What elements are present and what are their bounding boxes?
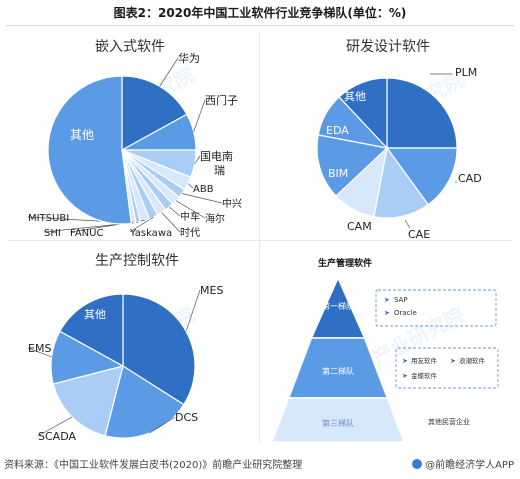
- pie-slice: [373, 146, 429, 219]
- pie-label: SHI: [44, 228, 61, 239]
- tier-box: [375, 289, 497, 327]
- pie-label: 时代: [180, 227, 200, 239]
- pie-label: EMS: [28, 342, 51, 355]
- pie-slice: [385, 147, 458, 206]
- pie-label: MES: [200, 284, 223, 297]
- leader-line: [27, 347, 52, 358]
- leader-line: [181, 193, 223, 204]
- pie-rd: PLM CAD CAE CAM BIM EDA 其他: [316, 66, 482, 241]
- bullet-arrow-icon: ➤: [402, 372, 408, 380]
- panel-divider-horizontal: [8, 240, 512, 241]
- leader-line: [187, 183, 194, 189]
- pie-label: Yaskawa: [129, 228, 172, 239]
- leader-line: [161, 212, 181, 233]
- pie-label: 国电南瑞: [200, 150, 233, 177]
- leader-line: [404, 219, 411, 229]
- leader-line: [193, 99, 206, 132]
- pie-label: 西门子: [205, 93, 238, 107]
- pie-label: 华为: [178, 51, 200, 65]
- leader-line: [194, 155, 201, 165]
- pie-production: MES DCS SCADA EMS 其他: [27, 284, 223, 443]
- bullet-arrow-icon: ➤: [402, 357, 408, 365]
- pie-slice: [386, 77, 458, 149]
- tier-item: 金蝶软件: [411, 371, 438, 380]
- panel-divider-vertical: [259, 32, 260, 442]
- title-divider: [6, 25, 514, 26]
- pie-label: 其他: [84, 308, 106, 321]
- pie-label: SCADA: [38, 430, 76, 443]
- brand-label: @前瞻经济学人APP: [412, 456, 514, 471]
- pie-label: FANUC: [70, 228, 103, 239]
- bullet-arrow-icon: ➤: [384, 309, 390, 317]
- brand-logo-icon: [412, 459, 423, 469]
- chart-title-production: 生产控制软件: [95, 253, 179, 269]
- pie-label: 中兴: [222, 197, 242, 210]
- pie-label: 其他: [344, 90, 366, 103]
- leader-line: [159, 57, 179, 87]
- chart-title-rd: 研发设计软件: [346, 39, 430, 55]
- pie-label: EDA: [326, 124, 349, 137]
- chart-title-embedded: 嵌入式软件: [95, 39, 165, 55]
- tier-label: 第一梯队: [322, 301, 354, 311]
- pie-slice: [52, 365, 124, 437]
- tier-item: 用友软件: [411, 356, 438, 365]
- leader-line: [175, 200, 206, 219]
- leader-line: [129, 216, 154, 233]
- pie-label: MITSUBI: [28, 213, 69, 224]
- leader-line: [168, 206, 181, 217]
- tier-box: [395, 347, 499, 389]
- bullet-arrow-icon: ➤: [450, 357, 456, 365]
- tier-item: 其他民营企业: [428, 417, 470, 426]
- pie-slice: [47, 75, 132, 225]
- pyramid-title: 生产管理软件: [318, 257, 372, 269]
- brand-text: @前瞻经济学人APP: [425, 460, 514, 471]
- pie-label: 其他: [70, 128, 94, 142]
- pie-label: 中车: [180, 210, 200, 223]
- tier-label: 第二梯队: [322, 366, 354, 376]
- pie-label: BIM: [328, 167, 348, 180]
- leader-line: [37, 416, 73, 437]
- leader-line: [149, 416, 176, 434]
- bullet-arrow-icon: ➤: [384, 296, 390, 304]
- pie-label: CAM: [347, 220, 372, 233]
- tier-item: Oracle: [394, 309, 417, 317]
- pyramid-tier: [270, 397, 406, 443]
- pie-label: CAE: [408, 228, 430, 241]
- page-title: 图表2：2020年中国工业软件行业竞争梯队(单位：%): [113, 6, 407, 20]
- tier-item: SAP: [394, 296, 408, 304]
- pie-slice: [338, 77, 388, 150]
- pie-label: CAD: [458, 172, 482, 185]
- source-note: 资料来源：《中国工业软件发展白皮书(2020)》前瞻产业研究院整理: [4, 460, 303, 471]
- tier-label: 第三梯队: [322, 418, 354, 428]
- pie-slice: [59, 293, 124, 368]
- leader-line: [185, 289, 201, 332]
- pie-label: 海尔: [205, 212, 225, 225]
- tier-item: 浪潮软件: [459, 356, 486, 365]
- pie-slice: [316, 134, 389, 197]
- pie-label: DCS: [175, 411, 198, 424]
- pie-label: ABB: [193, 184, 214, 195]
- pie-label: PLM: [455, 66, 477, 79]
